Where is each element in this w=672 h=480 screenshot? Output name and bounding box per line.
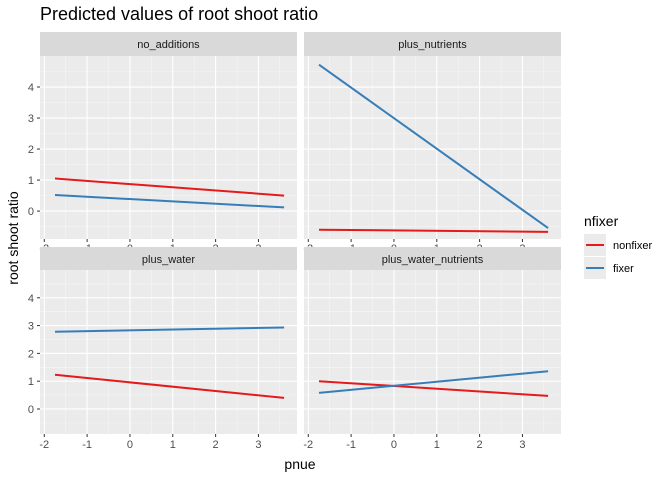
panel-plus_water_nutrients: plus_water_nutrients -2 -1 0 1 2 3 bbox=[303, 247, 561, 451]
strip-label: plus_water bbox=[142, 254, 196, 266]
x-tick-label: 2 bbox=[477, 439, 483, 451]
y-tick-label: 0 bbox=[28, 404, 34, 416]
x-tick-label: 0 bbox=[391, 439, 397, 451]
x-tick-label: 3 bbox=[519, 439, 525, 451]
strip-label: plus_water_nutrients bbox=[382, 254, 484, 266]
x-tick-label: -2 bbox=[303, 439, 313, 451]
facet-panels: no_additions-2-1012301234plus_nutrients-… bbox=[28, 32, 561, 451]
y-axis-title: root shoot ratio bbox=[5, 191, 21, 285]
x-tick-label: -1 bbox=[82, 439, 92, 451]
x-tick-label: 2 bbox=[213, 439, 219, 451]
strip-background bbox=[40, 32, 297, 56]
series-line-fixer bbox=[54, 326, 285, 333]
legend-item-nonfixer: nonfixer bbox=[584, 234, 652, 256]
series-line-fixer bbox=[318, 63, 549, 229]
y-tick-label: 3 bbox=[28, 113, 34, 125]
y-tick-label: 4 bbox=[28, 293, 34, 305]
y-tick-label: 1 bbox=[28, 376, 34, 388]
x-tick-label: 1 bbox=[434, 439, 440, 451]
x-axis-title: pnue bbox=[284, 456, 315, 472]
panel-plus_water: plus_water -2 -1 0 1 2 3 0 1 2 3 4 bbox=[28, 247, 297, 451]
x-tick-label: -1 bbox=[346, 439, 356, 451]
x-tick-label: -2 bbox=[39, 439, 49, 451]
y-tick-label: 0 bbox=[28, 206, 34, 218]
y-tick-label: 1 bbox=[28, 175, 34, 187]
y-tick-label: 4 bbox=[28, 82, 34, 94]
x-tick-label: 0 bbox=[127, 439, 133, 451]
series-line-nonfixer bbox=[318, 228, 549, 233]
legend-item-fixer: fixer bbox=[584, 257, 634, 279]
series-line-nonfixer bbox=[54, 373, 285, 399]
series-line-fixer bbox=[54, 194, 285, 209]
y-tick-label: 2 bbox=[28, 348, 34, 360]
x-tick-label: 1 bbox=[170, 439, 176, 451]
strip-background bbox=[304, 32, 561, 56]
y-tick-label: 2 bbox=[28, 144, 34, 156]
legend-label: nonfixer bbox=[613, 240, 652, 252]
series-line-fixer bbox=[318, 370, 549, 394]
legend: nfixer nonfixer fixer bbox=[584, 213, 652, 279]
series-line-nonfixer bbox=[54, 177, 285, 197]
strip-label: no_additions bbox=[137, 39, 200, 51]
chart-title: Predicted values of root shoot ratio bbox=[40, 4, 318, 24]
y-tick-label: 3 bbox=[28, 321, 34, 333]
strip-background bbox=[40, 247, 297, 271]
legend-label: fixer bbox=[613, 263, 634, 275]
legend-title: nfixer bbox=[584, 213, 619, 229]
series-line-nonfixer bbox=[318, 380, 549, 397]
strip-label: plus_nutrients bbox=[398, 39, 467, 51]
x-tick-label: 3 bbox=[255, 439, 261, 451]
strip-background bbox=[304, 247, 561, 271]
